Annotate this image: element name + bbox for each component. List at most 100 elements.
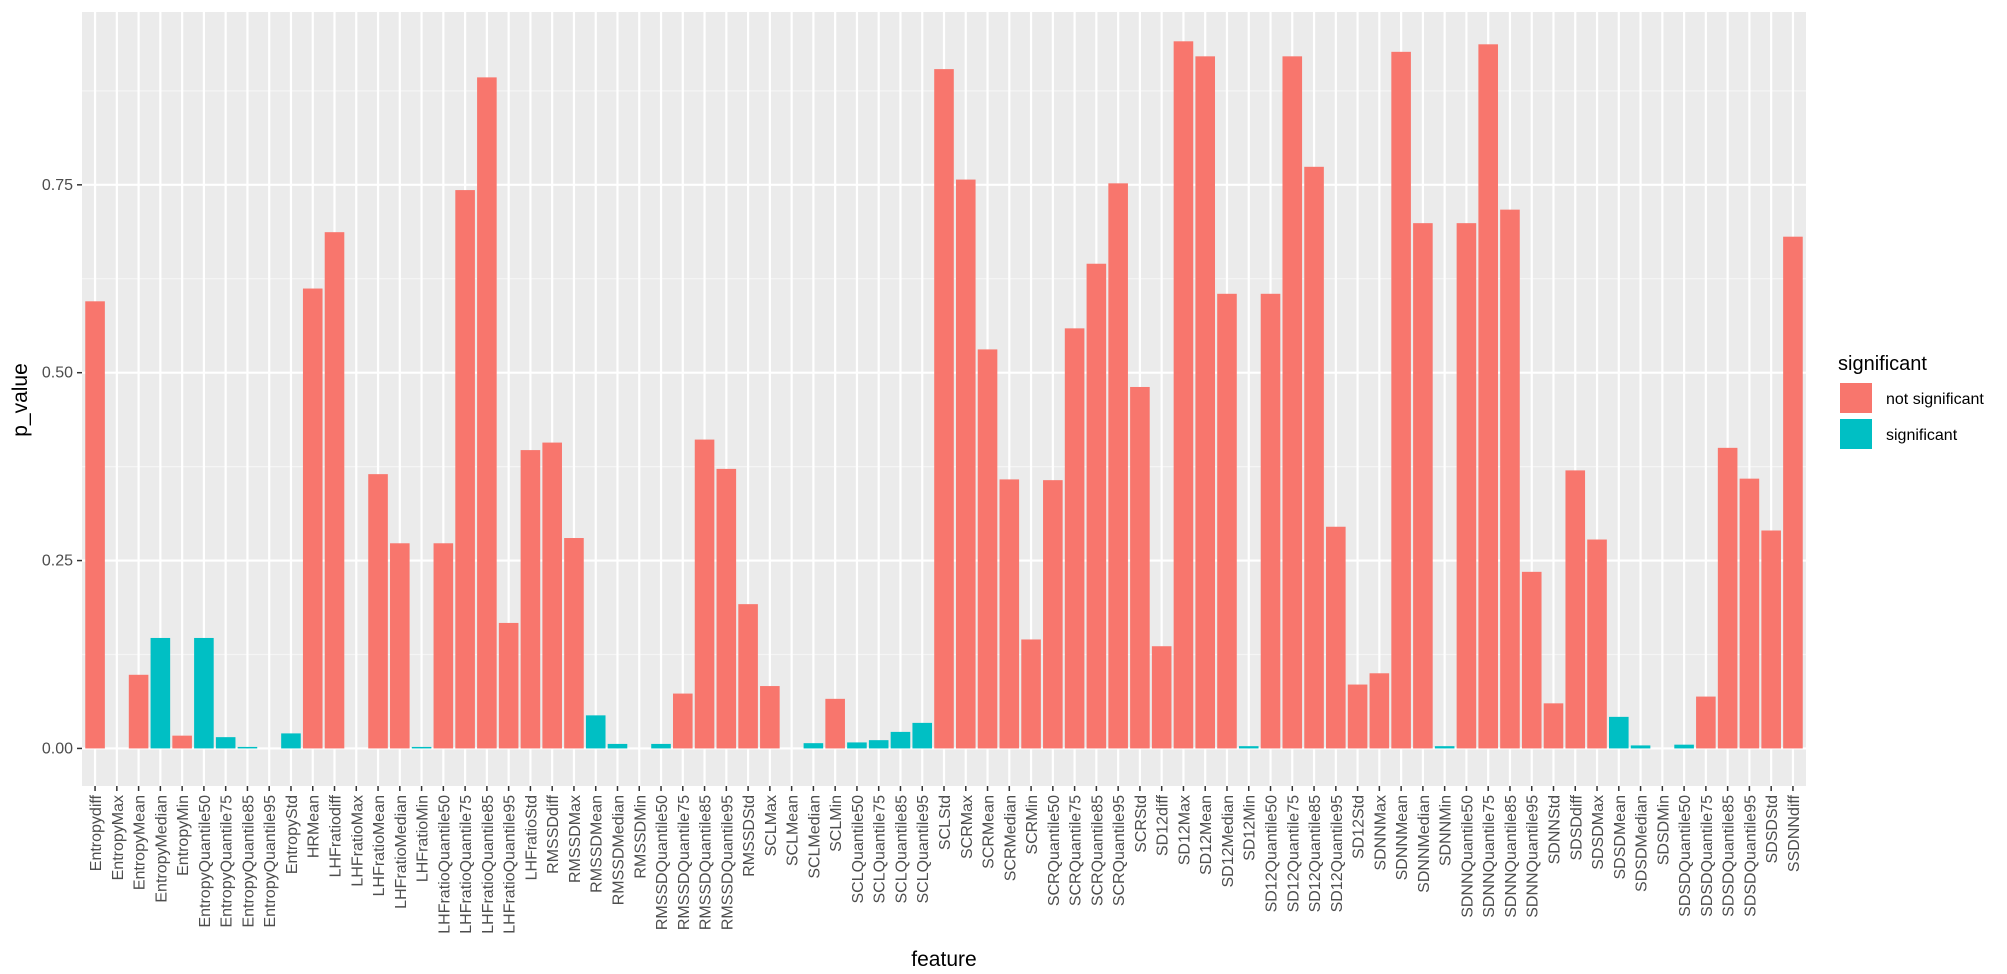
x-tick-label: RMSSDQuantile95	[719, 795, 736, 930]
bar-scrquantile85	[1086, 263, 1107, 749]
bar-sdnnmax	[1369, 673, 1390, 749]
bar-sdnnquantile85	[1500, 209, 1520, 749]
x-tick-label: SCLMean	[785, 795, 802, 866]
x-tick-label: RMSSDMean	[589, 795, 606, 893]
x-tick-label: SCRQuantile50	[1046, 795, 1063, 906]
x-tick-label: LHFratioQuantile75	[458, 795, 475, 934]
x-tick-label: RMSSDQuantile85	[698, 795, 715, 930]
bar-sd12mean	[1195, 56, 1216, 749]
x-tick-label: SD12Quantile75	[1285, 795, 1302, 913]
x-tick-label: SDNNMax	[1372, 795, 1389, 871]
bar-sclquantile75	[868, 740, 889, 749]
x-tick-label: SDNNQuantile85	[1503, 795, 1520, 918]
x-tick-label: EntropyQuantile95	[262, 795, 279, 928]
legend-label-not-significant: not significant	[1886, 391, 1984, 408]
bar-sdnnmedian	[1413, 223, 1433, 749]
x-tick-label: SCLMin	[828, 795, 845, 852]
x-tick-label: SDSDMean	[1612, 795, 1629, 879]
bar-sdsdquantile85	[1717, 447, 1738, 749]
bar-hrmean	[302, 288, 323, 749]
bar-sclmin	[825, 698, 845, 749]
legend: significant not significant significant	[1838, 353, 1984, 449]
x-tick-label: SDSDQuantile95	[1742, 795, 1759, 917]
bar-rmssdmedian	[607, 743, 628, 749]
bar-sdsdquantile95	[1739, 478, 1760, 749]
bar-entropyquantile85	[237, 746, 258, 749]
x-tick-label: SDNNQuantile75	[1481, 795, 1498, 918]
legend-swatch-not-significant	[1840, 383, 1872, 413]
bar-entropymin	[172, 735, 192, 749]
bar-scrmin	[1021, 639, 1041, 749]
x-tick-label: HRMean	[306, 795, 323, 858]
x-tick-label: SDNNQuantile95	[1525, 795, 1542, 918]
x-tick-label: LHFratioQuantile85	[480, 795, 497, 934]
bar-sclquantile85	[890, 731, 911, 749]
bar-lhfratioquantile75	[455, 190, 475, 749]
x-tick-label: SD12diff	[1155, 794, 1172, 856]
bar-lhfratiomean	[368, 474, 388, 749]
bar-sclmax	[760, 686, 780, 749]
x-axis-title: feature	[911, 948, 976, 971]
x-tick-label: RMSSDMedian	[610, 795, 627, 905]
x-tick-label: EntropyStd	[284, 795, 301, 874]
x-tick-label: SCRMean	[981, 795, 998, 869]
bar-sd12quantile75	[1282, 56, 1303, 749]
x-tick-label: SDNNMin	[1438, 795, 1455, 866]
y-tick-label: 0.00	[42, 740, 73, 757]
bar-sd12quantile50	[1260, 293, 1281, 749]
bar-rmssdquantile85	[694, 439, 715, 749]
bar-sdsdquantile75	[1696, 696, 1716, 749]
x-tick-label: SDSDMin	[1655, 795, 1672, 865]
x-tick-label: EntropyMin	[175, 795, 192, 876]
bar-entropystd	[281, 733, 301, 749]
x-tick-label: SCRMax	[959, 795, 976, 859]
x-tick-label: LHFratioStd	[523, 795, 540, 880]
x-tick-label: SD12Quantile95	[1329, 795, 1346, 913]
x-tick-label: SDNNMean	[1394, 795, 1411, 880]
y-axis-title: p_value	[9, 363, 32, 437]
bar-entropydiff	[85, 301, 105, 749]
x-tick-label: SDNNMedian	[1416, 795, 1433, 893]
x-tick-label: LHFratioMedian	[393, 795, 410, 909]
x-tick-label: RMSSDMax	[567, 795, 584, 883]
x-tick-label: SCLQuantile75	[872, 795, 889, 904]
x-tick-label: SDSDQuantile50	[1677, 795, 1694, 917]
x-tick-label: SDSDMax	[1590, 795, 1607, 870]
bar-sdnnquantile95	[1521, 571, 1542, 749]
bar-sd12min	[1238, 746, 1259, 749]
bar-lhfratiomin	[411, 746, 432, 749]
x-tick-label: SCLQuantile95	[915, 795, 932, 904]
bar-sd12median	[1217, 293, 1237, 749]
bar-rmssdquantile50	[651, 743, 671, 749]
bar-sd12max	[1173, 41, 1194, 749]
y-tick-label: 0.25	[42, 553, 73, 570]
bar-entropymedian	[150, 637, 171, 749]
bar-lhfratioquantile50	[433, 543, 454, 749]
x-tick-label: RMSSDQuantile75	[676, 795, 693, 930]
x-tick-label: LHFratioMin	[415, 795, 432, 882]
bar-sd12std	[1347, 684, 1368, 749]
x-tick-label: EntropyQuantile75	[219, 795, 236, 928]
bar-rmssdstd	[738, 604, 758, 749]
x-tick-label: SDSDQuantile85	[1721, 795, 1738, 917]
bar-sclquantile95	[912, 722, 933, 749]
bar-lhfratiomedian	[390, 543, 410, 749]
bar-rmssdmean	[585, 715, 606, 749]
bar-ssdnndiff	[1783, 236, 1803, 749]
x-tick-label: SD12Mean	[1198, 795, 1215, 875]
bar-scrquantile95	[1108, 183, 1128, 749]
legend-title: significant	[1838, 353, 1927, 375]
bar-sdnnmin	[1434, 746, 1455, 749]
x-tick-label: EntropyQuantile50	[197, 795, 214, 928]
bar-scrquantile75	[1064, 328, 1085, 749]
bar-scrmean	[977, 349, 998, 749]
x-tick-label: SDSDMedian	[1634, 795, 1651, 892]
bar-sclmedian	[803, 743, 824, 749]
bars-layer	[85, 41, 1803, 749]
x-axis: Entropydiff EntropyMax EntropyMean EntropyM…	[88, 786, 1803, 934]
x-tick-label: SDSDdiff	[1568, 794, 1585, 860]
x-tick-label: LHFratioQuantile95	[502, 795, 519, 934]
x-tick-label: EntropyQuantile85	[240, 795, 257, 928]
bar-sd12quantile85	[1304, 166, 1324, 749]
